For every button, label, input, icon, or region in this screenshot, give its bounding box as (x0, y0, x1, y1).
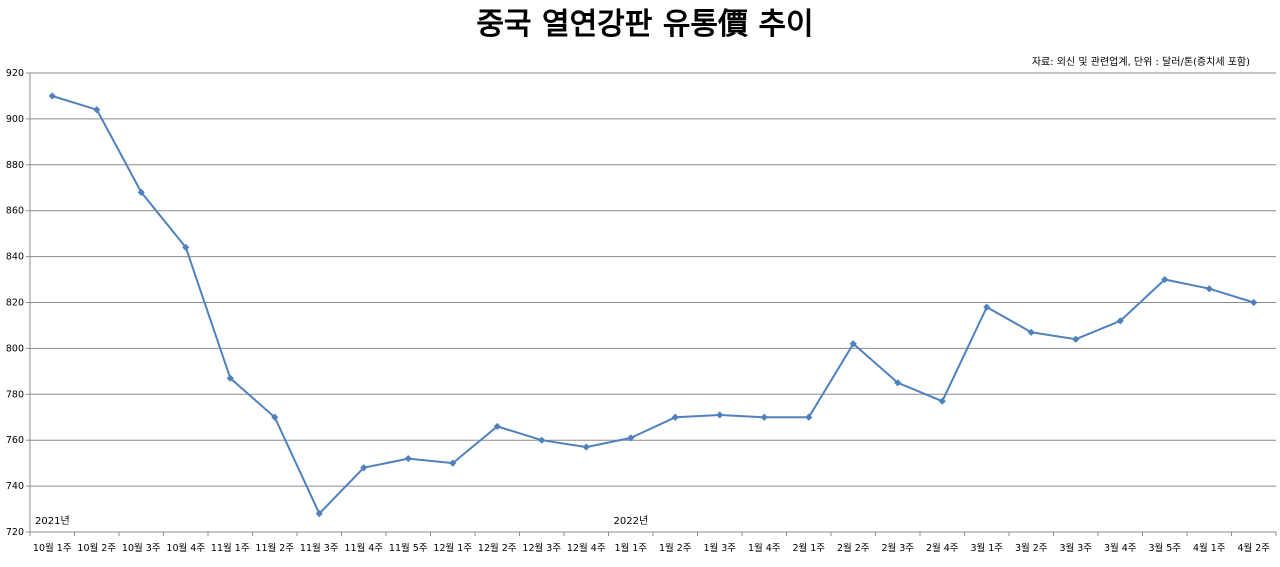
data-point (1205, 285, 1213, 293)
data-point (449, 459, 457, 467)
x-tick-label: 1월 3주 (703, 542, 736, 554)
x-tick-label: 1월 2주 (659, 542, 692, 554)
data-point (582, 443, 590, 451)
data-point (226, 374, 234, 382)
data-point (271, 413, 279, 421)
y-tick-label: 780 (6, 389, 24, 400)
x-tick-label: 3월 4주 (1104, 542, 1137, 554)
y-tick-label: 800 (6, 343, 24, 354)
data-point (894, 379, 902, 387)
x-tick-label: 10월 1주 (33, 542, 72, 554)
y-tick-label: 740 (6, 481, 24, 492)
x-tick-label: 11월 1주 (211, 542, 250, 554)
data-point (360, 464, 368, 472)
data-point (1116, 317, 1124, 325)
data-point (760, 413, 768, 421)
x-tick-label: 3월 5주 (1148, 542, 1181, 554)
y-tick-label: 880 (6, 160, 24, 171)
data-point (849, 340, 857, 348)
data-point (493, 422, 501, 431)
x-tick-label: 11월 5주 (389, 542, 428, 554)
x-tick-label: 3월 2주 (1015, 542, 1048, 554)
year-label: 2021년 (35, 515, 70, 527)
source-note: 자료: 외신 및 관련업계, 단위 : 달러/톤(증치세 포함) (1032, 55, 1250, 68)
x-tick-label: 10월 2주 (77, 542, 116, 554)
data-point (182, 243, 190, 252)
data-point (716, 411, 724, 419)
data-point (983, 303, 991, 311)
x-tick-label: 3월 1주 (970, 542, 1003, 554)
year-labels: 2021년 2022년 (35, 515, 648, 527)
data-point (938, 397, 946, 405)
chart-title: 중국 열연강판 유통價 추이 (476, 7, 813, 42)
series-line (52, 95, 1255, 516)
x-tick-label: 10월 4주 (166, 542, 205, 554)
x-tick-label: 2월 1주 (792, 542, 825, 554)
data-point (404, 454, 412, 463)
data-point (48, 92, 56, 100)
x-tick-label: 2월 4주 (926, 542, 959, 554)
x-tick-label: 11월 4주 (344, 542, 383, 554)
y-tick-label: 840 (6, 252, 24, 263)
year-label: 2022년 (614, 515, 649, 527)
x-tick-label: 2월 2주 (837, 542, 870, 554)
x-tick-label: 1월 1주 (614, 542, 647, 554)
x-tick-label: 12월 2주 (478, 542, 517, 554)
data-point (1250, 298, 1258, 307)
data-point (627, 434, 635, 442)
x-tick-label: 11월 3주 (300, 542, 339, 554)
y-tick-label: 860 (6, 206, 24, 217)
data-point (93, 106, 101, 114)
y-tick-label: 900 (6, 114, 24, 125)
x-tick-label: 10월 3주 (122, 542, 161, 554)
data-point (1072, 335, 1080, 343)
x-tick-label: 12월 4주 (567, 542, 606, 554)
y-axis: 720 740 760 780 800 820 840 860 880 900 920 (6, 68, 31, 538)
x-tick-label: 11월 2주 (255, 542, 294, 554)
x-tick-label: 1월 4주 (748, 542, 781, 554)
x-axis: 10월 1주 10월 2주 10월 3주 10월 4주 11월 1주 11월 2주 11월 … (29, 531, 1277, 554)
x-tick-label: 2월 3주 (881, 542, 914, 554)
x-tick-label: 4월 2주 (1237, 542, 1270, 554)
data-point (1161, 275, 1169, 284)
gridlines (30, 72, 1276, 487)
series (48, 92, 1258, 518)
x-tick-label: 3월 3주 (1059, 542, 1092, 554)
y-tick-label: 760 (6, 435, 24, 446)
x-tick-label: 4월 1주 (1193, 542, 1226, 554)
y-tick-label: 720 (6, 527, 24, 538)
y-tick-label: 820 (6, 298, 24, 309)
x-tick-label: 12월 1주 (433, 542, 472, 554)
x-tick-label: 12월 3주 (522, 542, 561, 554)
data-point (315, 510, 323, 518)
data-point (538, 436, 546, 444)
data-point (671, 413, 679, 421)
y-tick-label: 920 (6, 68, 24, 79)
data-point (1027, 328, 1035, 336)
data-point (137, 188, 145, 196)
data-point (805, 413, 813, 421)
